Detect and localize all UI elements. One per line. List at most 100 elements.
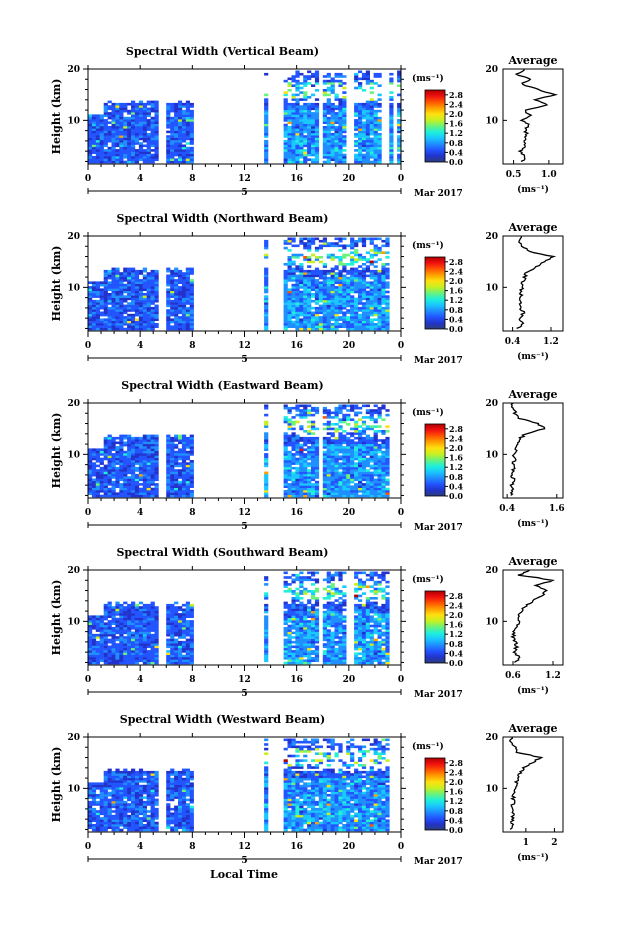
heatmap-cell — [111, 107, 116, 111]
heatmap-cell — [181, 160, 187, 164]
heatmap-cell — [103, 119, 108, 122]
heatmap-cell — [291, 102, 296, 106]
heatmap-cell — [138, 269, 144, 273]
heatmap-cell — [142, 114, 147, 117]
heatmap-cell — [334, 473, 339, 477]
heatmap-cell — [115, 478, 120, 482]
heatmap-cell — [373, 237, 378, 241]
heatmap-cell — [361, 77, 367, 81]
heatmap-cell — [119, 638, 124, 642]
heatmap-cell — [95, 156, 100, 159]
heatmap-cell — [334, 462, 339, 465]
heatmap-cell — [131, 297, 136, 301]
heatmap-cell — [342, 434, 347, 438]
heatmap-cell — [107, 494, 112, 498]
heatmap-cell — [283, 313, 288, 317]
heatmap-cell — [299, 263, 304, 266]
heatmap-cell — [373, 253, 378, 257]
heatmap-cell — [91, 636, 97, 639]
heatmap-cell — [283, 309, 288, 312]
heatmap-cell — [330, 455, 335, 458]
heatmap-cell — [107, 657, 112, 660]
heatmap-cell — [326, 128, 331, 131]
heatmap-cell — [115, 661, 120, 665]
heatmap-cell — [142, 309, 147, 312]
heatmap-cell — [166, 130, 171, 134]
heatmap-cell — [115, 309, 120, 312]
heatmap-cell — [138, 107, 144, 111]
heatmap-cell — [299, 413, 304, 417]
heatmap-cell — [346, 432, 351, 435]
heatmap-cell — [291, 423, 296, 426]
heatmap-cell — [134, 135, 140, 138]
heatmap-cell — [385, 327, 390, 331]
heatmap-cell — [127, 272, 132, 275]
heatmap-cell — [291, 276, 296, 280]
heatmap-cell — [185, 455, 190, 458]
heatmap-cell — [358, 102, 363, 106]
heatmap-cell — [322, 263, 327, 266]
heatmap-cell — [189, 290, 194, 294]
heatmap-cell — [342, 91, 347, 94]
heatmap-cell — [322, 146, 327, 150]
heatmap-cell — [138, 121, 144, 124]
heatmap-cell — [283, 151, 288, 154]
heatmap-cell — [307, 158, 312, 161]
heatmap-cell — [358, 279, 363, 282]
heatmap-cell — [338, 404, 343, 408]
heatmap-cell — [91, 295, 97, 298]
heatmap-cell — [291, 448, 296, 451]
heatmap-cell — [326, 443, 331, 447]
heatmap-cell — [142, 455, 147, 458]
heatmap-cell — [361, 469, 367, 472]
heatmap-cell — [154, 492, 159, 495]
heatmap-cell — [123, 636, 128, 639]
heatmap-cell — [365, 149, 370, 152]
heatmap-cell — [373, 286, 378, 289]
heatmap-cell — [91, 657, 97, 660]
heatmap-cell — [334, 490, 339, 493]
heatmap-cell — [189, 286, 194, 289]
heatmap-cell — [88, 297, 93, 301]
heatmap-cell — [311, 320, 316, 324]
heatmap-cell — [142, 443, 147, 447]
heatmap-cell — [326, 471, 331, 475]
heatmap-cell — [373, 265, 378, 268]
heatmap-cell — [291, 144, 296, 148]
heatmap-cell — [287, 84, 292, 87]
heatmap-cell — [358, 121, 363, 124]
heatmap-cell — [326, 416, 331, 419]
heatmap-cell — [385, 323, 390, 326]
heatmap-cell — [326, 311, 331, 315]
heatmap-cell — [303, 77, 308, 81]
heatmap-cell — [381, 464, 386, 468]
heatmap-cell — [373, 126, 378, 129]
heatmap-cell — [365, 132, 370, 136]
heatmap-cell — [115, 269, 120, 273]
heatmap-cell — [397, 149, 402, 152]
heatmap-cell — [111, 460, 116, 463]
heatmap-cell — [127, 476, 132, 479]
heatmap-cell — [358, 132, 363, 136]
heatmap-cell — [354, 288, 359, 291]
heatmap-cell — [189, 483, 194, 486]
heatmap-cell — [107, 446, 112, 449]
heatmap-cell — [361, 466, 367, 470]
heatmap-cell — [334, 116, 339, 120]
heatmap-cell — [103, 126, 108, 129]
heatmap-cell — [369, 473, 374, 477]
heatmap-cell — [314, 70, 320, 74]
heatmap-cell — [326, 98, 331, 101]
heatmap-cell — [146, 311, 151, 315]
heatmap-cell — [170, 299, 175, 303]
heatmap-cell — [142, 620, 147, 623]
heatmap-cell — [264, 453, 269, 456]
heatmap-cell — [369, 116, 374, 120]
heatmap-cell — [107, 137, 112, 141]
heatmap-cell — [123, 269, 128, 273]
heatmap-cell — [330, 286, 335, 289]
y-axis-label: Height (km) — [50, 79, 63, 155]
heatmap-cell — [291, 483, 296, 486]
heatmap-cell — [185, 286, 190, 289]
heatmap-cell — [131, 640, 136, 644]
